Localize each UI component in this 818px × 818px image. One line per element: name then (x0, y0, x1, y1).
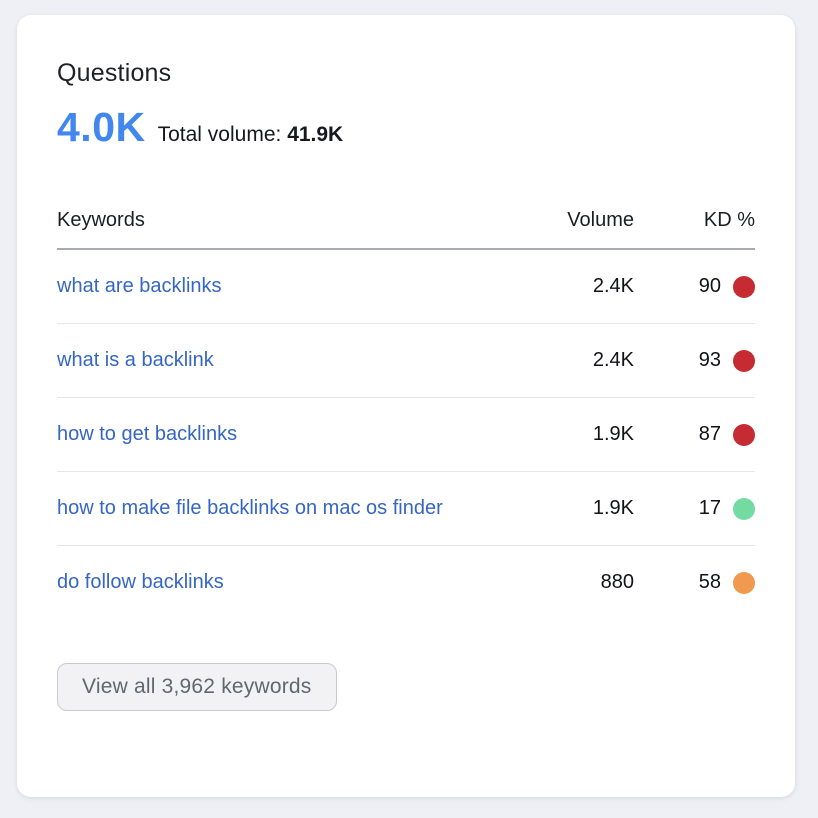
kd-difficulty-dot-icon (733, 424, 755, 446)
keyword-cell: what is a backlink (57, 345, 514, 376)
keyword-cell: how to make file backlinks on mac os fin… (57, 493, 514, 524)
total-volume: Total volume: 41.9K (158, 123, 344, 147)
keyword-row: how to get backlinks 1.9K 87 (57, 398, 755, 472)
keyword-table-body: what are backlinks 2.4K 90 what is a backli… (57, 250, 755, 619)
keyword-row: do follow backlinks 880 58 (57, 546, 755, 619)
kd-cell: 87 (634, 419, 755, 450)
volume-cell: 1.9K (592, 423, 634, 445)
keyword-link[interactable]: how to get backlinks (57, 423, 238, 445)
volume-cell: 880 (600, 571, 634, 593)
kd-value: 58 (698, 571, 721, 593)
kd-difficulty-dot-icon (733, 276, 755, 298)
kd-cell: 58 (634, 567, 755, 598)
keyword-link[interactable]: do follow backlinks (57, 571, 224, 593)
kd-difficulty-dot-icon (733, 350, 755, 372)
questions-count: 4.0K (57, 104, 146, 150)
kd-cell: 17 (634, 493, 755, 524)
kd-value: 87 (698, 423, 721, 445)
questions-card: Questions 4.0K Total volume: 41.9K Keywo… (17, 15, 795, 797)
header-volume: Volume (567, 209, 634, 231)
kd-value: 90 (698, 275, 721, 297)
kd-difficulty-dot-icon (733, 572, 755, 594)
keyword-row: what is a backlink 2.4K 93 (57, 324, 755, 398)
keyword-link[interactable]: what is a backlink (57, 349, 214, 371)
total-volume-value: 41.9K (287, 123, 344, 146)
kd-value: 93 (698, 349, 721, 371)
view-all-keywords-button[interactable]: View all 3,962 keywords (57, 663, 337, 711)
kd-value: 17 (698, 497, 721, 519)
keyword-cell: do follow backlinks (57, 567, 514, 598)
volume-cell: 2.4K (592, 349, 634, 371)
kd-cell: 93 (634, 345, 755, 376)
kd-difficulty-dot-icon (733, 498, 755, 520)
keyword-row: how to make file backlinks on mac os fin… (57, 472, 755, 546)
keyword-link[interactable]: how to make file backlinks on mac os fin… (57, 497, 443, 519)
kd-cell: 90 (634, 271, 755, 302)
keyword-table: Keywords Volume KD % what are backlinks 2… (57, 209, 755, 619)
questions-metric: 4.0K Total volume: 41.9K (57, 104, 755, 151)
keyword-table-header: Keywords Volume KD % (57, 209, 755, 250)
keyword-row: what are backlinks 2.4K 90 (57, 250, 755, 324)
keyword-cell: how to get backlinks (57, 419, 514, 450)
keyword-link[interactable]: what are backlinks (57, 275, 222, 297)
keyword-cell: what are backlinks (57, 271, 514, 302)
header-keywords: Keywords (57, 209, 145, 231)
volume-cell: 2.4K (592, 275, 634, 297)
total-volume-label: Total volume: (157, 123, 282, 146)
header-kd: KD % (703, 209, 755, 231)
card-title: Questions (57, 59, 172, 87)
volume-cell: 1.9K (592, 497, 634, 519)
